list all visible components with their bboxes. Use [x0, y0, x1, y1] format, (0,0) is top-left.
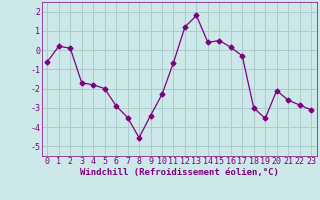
X-axis label: Windchill (Refroidissement éolien,°C): Windchill (Refroidissement éolien,°C) [80, 168, 279, 177]
